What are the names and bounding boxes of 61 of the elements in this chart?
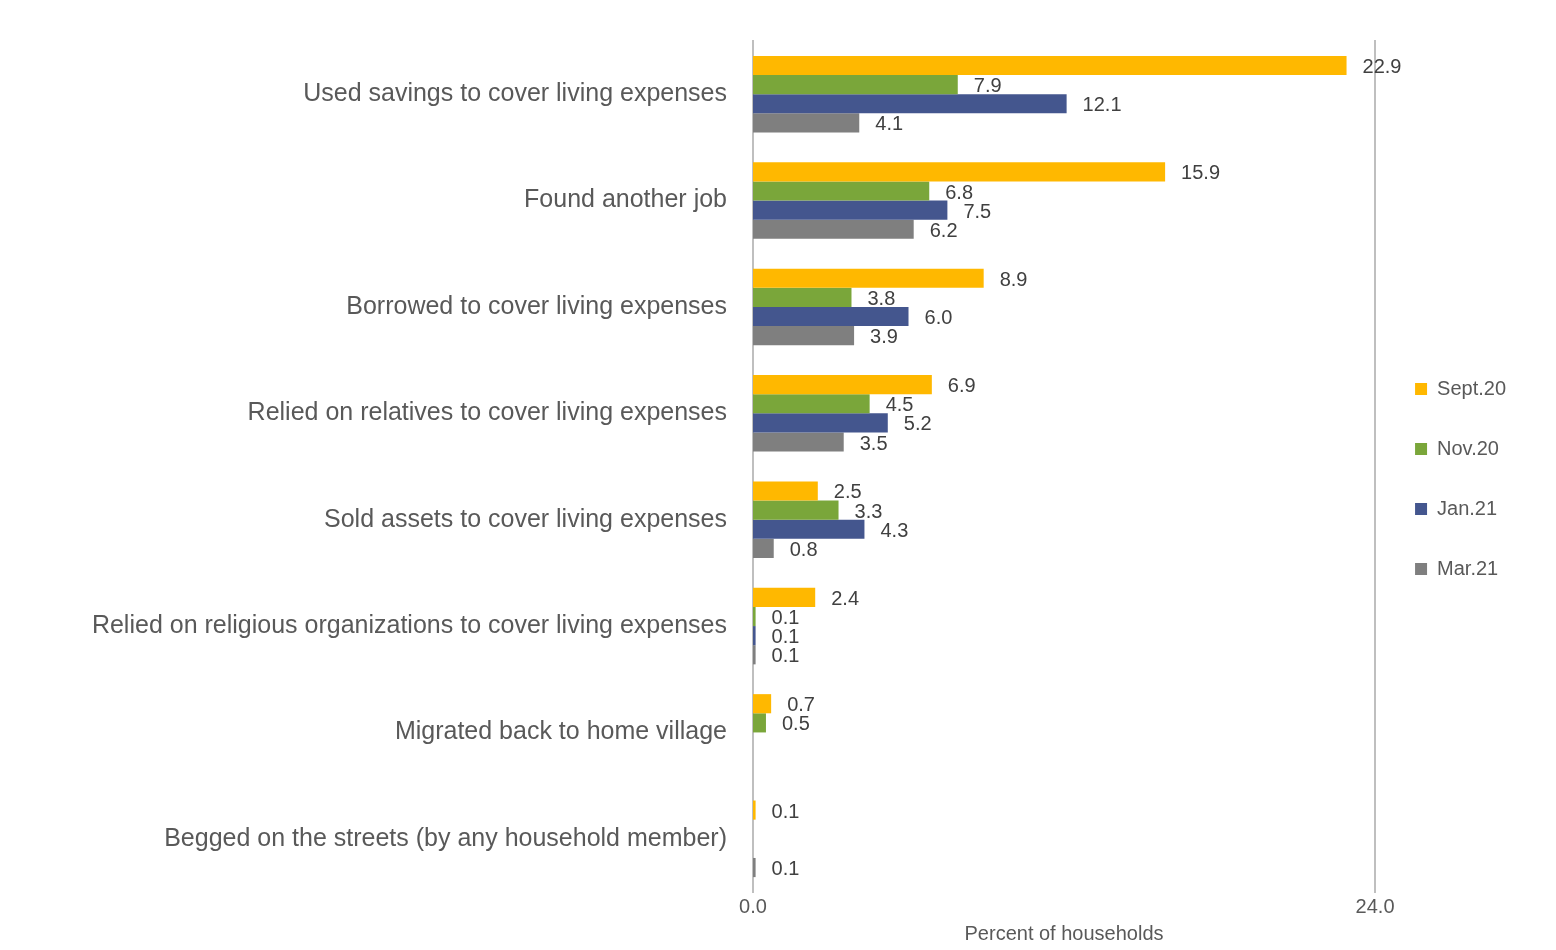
data-label: 2.4 bbox=[831, 586, 860, 609]
data-label: 8.9 bbox=[999, 267, 1028, 290]
legend-label: Jan.21 bbox=[1437, 496, 1498, 519]
x-tick-label: 24.0 bbox=[1355, 894, 1395, 917]
legend-label: Nov.20 bbox=[1437, 436, 1499, 459]
y-tick-label: Used savings to cover living expenses bbox=[303, 78, 727, 107]
legend-label: Mar.21 bbox=[1437, 556, 1499, 579]
bar bbox=[753, 113, 860, 133]
y-tick-label: Relied on religious organizations to cover living expenses bbox=[91, 609, 727, 638]
bar bbox=[753, 713, 766, 733]
bar bbox=[753, 538, 774, 558]
bar bbox=[753, 857, 756, 878]
bar bbox=[753, 500, 839, 520]
bar bbox=[753, 162, 1166, 182]
y-tick-label: Relied on relatives to cover living expenses bbox=[247, 397, 727, 426]
bar bbox=[753, 181, 930, 201]
bar bbox=[753, 394, 870, 414]
legend-label: Sept.20 bbox=[1437, 376, 1507, 399]
y-tick-label: Sold assets to cover living expenses bbox=[324, 503, 727, 532]
bar bbox=[753, 55, 1347, 76]
data-label: 15.9 bbox=[1181, 161, 1221, 184]
data-label: 4.3 bbox=[880, 518, 909, 541]
bar bbox=[753, 432, 844, 452]
bar bbox=[753, 413, 888, 433]
data-label: 22.9 bbox=[1362, 54, 1402, 77]
bar bbox=[753, 519, 865, 539]
bar bbox=[753, 287, 852, 307]
bar bbox=[753, 268, 984, 288]
x-tick-label: 0.0 bbox=[739, 894, 767, 917]
y-tick-label: Borrowed to cover living expenses bbox=[346, 290, 727, 319]
data-label: 3.9 bbox=[870, 325, 898, 348]
bar bbox=[753, 626, 756, 646]
bar bbox=[753, 645, 756, 665]
bar bbox=[753, 306, 909, 327]
data-label: 4.1 bbox=[875, 112, 904, 135]
bar bbox=[753, 375, 932, 395]
data-label: 12.1 bbox=[1082, 93, 1122, 116]
y-tick-label: Migrated back to home village bbox=[394, 716, 727, 745]
data-label: 3.8 bbox=[867, 286, 896, 309]
data-label: 3.5 bbox=[859, 431, 888, 454]
bar bbox=[753, 481, 818, 501]
data-label: 6.0 bbox=[924, 306, 953, 329]
y-tick-label: Begged on the streets (by any household member) bbox=[164, 822, 727, 851]
bar bbox=[753, 587, 816, 607]
data-label: 0.1 bbox=[771, 799, 800, 822]
bar bbox=[753, 694, 772, 714]
bar bbox=[753, 200, 948, 220]
data-label: 0.1 bbox=[771, 857, 800, 880]
data-label: 0.1 bbox=[771, 606, 800, 628]
bar bbox=[753, 606, 756, 627]
y-tick-label: Found another job bbox=[524, 184, 727, 213]
data-label: 7.9 bbox=[973, 74, 1002, 97]
data-label: 0.8 bbox=[789, 537, 818, 560]
data-label: 6.9 bbox=[947, 374, 976, 397]
bar bbox=[753, 94, 1067, 114]
bar bbox=[753, 219, 914, 239]
bar bbox=[753, 800, 756, 820]
data-label: 6.2 bbox=[929, 218, 958, 241]
bar bbox=[753, 326, 855, 346]
bar bbox=[753, 75, 958, 95]
x-axis-title: Percent of households bbox=[964, 921, 1164, 944]
